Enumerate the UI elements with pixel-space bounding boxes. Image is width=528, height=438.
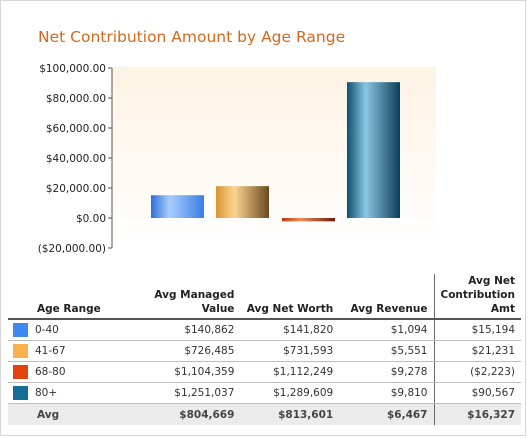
cell-net-worth: $1,112,249 — [240, 361, 340, 383]
cell-revenue: $9,278 — [339, 361, 434, 383]
header-net-contrib-line1: Avg Net — [468, 275, 515, 287]
bar-chart: $100,000.00 $80,000.00 $60,000.00 $40,000.0… — [38, 63, 436, 255]
y-tick-label: $100,000.00 — [39, 63, 106, 75]
cell-net-contrib: $15,194 — [433, 319, 521, 341]
data-table: Age Range Avg Managed Value Avg Net Worth… — [8, 274, 521, 425]
cell-managed: $1,251,037 — [132, 382, 241, 404]
row-label: 80+ — [35, 387, 58, 399]
bar-80+[interactable] — [347, 82, 400, 218]
header-age-range: Age Range — [8, 274, 133, 320]
cell-net-contrib: $21,231 — [433, 340, 521, 362]
cell-net-worth: $1,289,609 — [240, 382, 340, 404]
cell-net-contrib: ($2,223) — [433, 361, 521, 383]
cell-revenue: $5,551 — [339, 340, 434, 362]
cell-managed: $1,104,359 — [132, 361, 241, 383]
table-row: 0-40 $140,862 $141,820 $1,094 $15,194 — [8, 319, 521, 341]
avg-label: Avg — [8, 403, 133, 425]
color-swatch — [13, 323, 28, 337]
color-swatch — [13, 365, 28, 379]
y-tick-label: $20,000.00 — [46, 183, 106, 195]
cell-revenue: $1,094 — [339, 319, 434, 341]
row-label-cell: 80+ — [8, 382, 133, 404]
cell-net-contrib: $90,567 — [433, 382, 521, 404]
bar-0-40[interactable] — [151, 195, 204, 218]
bars — [151, 82, 400, 222]
cell-net-worth: $731,593 — [240, 340, 340, 362]
table-header-row: Age Range Avg Managed Value Avg Net Worth… — [8, 274, 521, 320]
avg-row: Avg $804,669 $813,601 $6,467 $16,327 — [8, 403, 521, 425]
header-avg-revenue: Avg Revenue — [339, 274, 434, 320]
avg-net-worth: $813,601 — [240, 403, 340, 425]
avg-managed: $804,669 — [132, 403, 241, 425]
color-swatch — [13, 386, 28, 400]
header-managed-line2: Value — [201, 303, 235, 315]
color-swatch — [13, 344, 28, 358]
bar-68-80[interactable] — [282, 218, 335, 222]
cell-managed: $140,862 — [132, 319, 241, 341]
avg-net-contrib: $16,327 — [433, 403, 521, 425]
chart-title: Net Contribution Amount by Age Range — [38, 28, 346, 46]
row-label: 0-40 — [35, 324, 59, 336]
header-avg-net-worth: Avg Net Worth — [240, 274, 340, 320]
y-tick-label: $60,000.00 — [46, 123, 106, 135]
y-tick-label: $80,000.00 — [46, 93, 106, 105]
cell-net-worth: $141,820 — [240, 319, 340, 341]
header-avg-net-contribution: Avg Net Contribution Amt — [433, 274, 521, 320]
cell-revenue: $9,810 — [339, 382, 434, 404]
header-managed-line1: Avg Managed — [154, 289, 235, 301]
cell-managed: $726,485 — [132, 340, 241, 362]
header-avg-managed-value: Avg Managed Value — [132, 274, 241, 320]
table-row: 80+ $1,251,037 $1,289,609 $9,810 $90,567 — [8, 382, 521, 404]
row-label: 68-80 — [35, 366, 66, 378]
bar-41-67[interactable] — [216, 186, 269, 218]
table-row: 41-67 $726,485 $731,593 $5,551 $21,231 — [8, 340, 521, 362]
y-axis: $100,000.00 $80,000.00 $60,000.00 $40,000.0… — [38, 63, 113, 255]
header-net-contrib-line2: Contribution Amt — [440, 289, 516, 315]
y-tick-label: ($20,000.00) — [38, 243, 106, 255]
table-row: 68-80 $1,104,359 $1,112,249 $9,278 ($2,2… — [8, 361, 521, 383]
row-label-cell: 41-67 — [8, 340, 133, 362]
y-tick-label: $0.00 — [76, 213, 106, 225]
row-label-cell: 68-80 — [8, 361, 133, 383]
avg-revenue: $6,467 — [339, 403, 434, 425]
row-label: 41-67 — [35, 345, 66, 357]
y-tick-label: $40,000.00 — [46, 153, 106, 165]
row-label-cell: 0-40 — [8, 319, 133, 341]
